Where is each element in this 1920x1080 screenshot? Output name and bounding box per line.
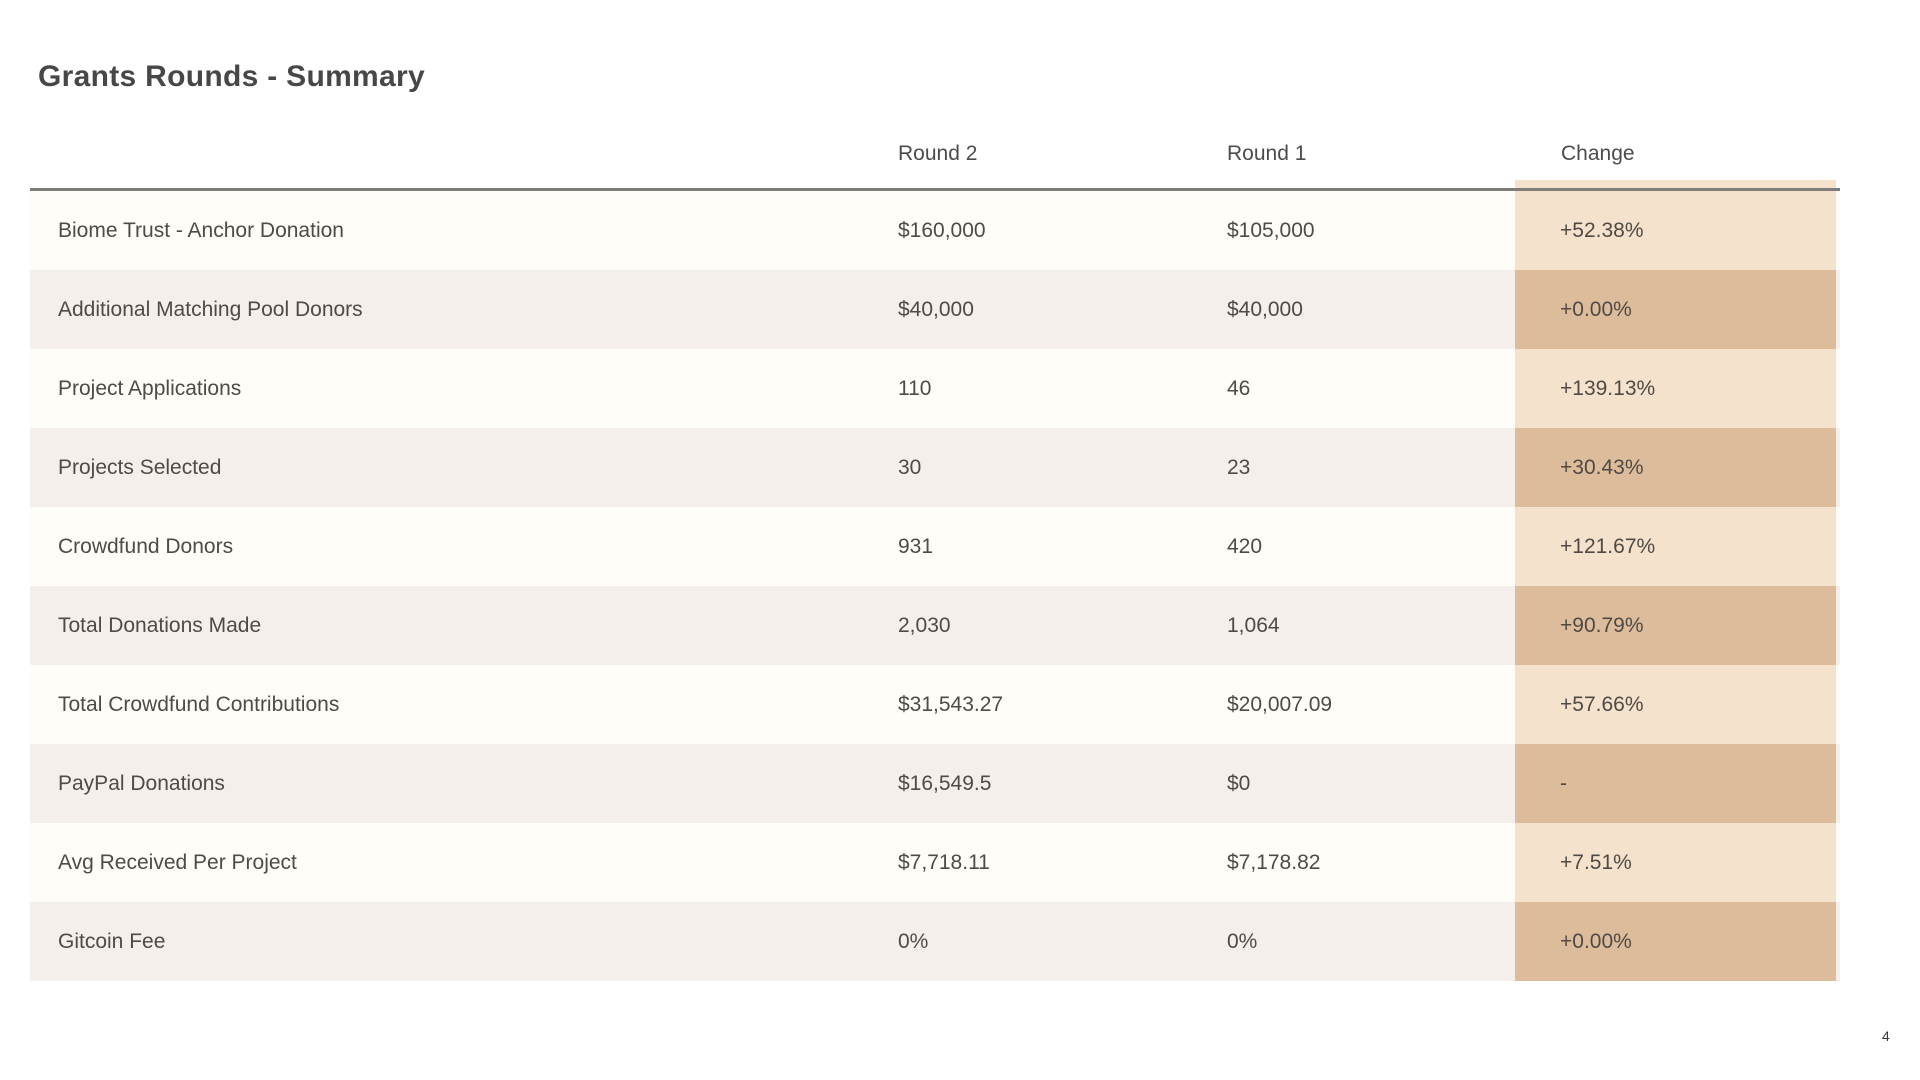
table-row: Total Crowdfund Contributions $31,543.27 $… — [30, 665, 1840, 744]
change-value: +90.79% — [1515, 586, 1836, 665]
header-divider — [30, 188, 1840, 191]
round2-value: 30 — [898, 455, 922, 479]
change-value: +52.38% — [1515, 191, 1836, 270]
page-number: 4 — [1882, 1028, 1890, 1044]
table-row: Avg Received Per Project $7,718.11 $7,178.… — [30, 823, 1840, 902]
row-label: Project Applications — [58, 376, 242, 400]
change-column-header-highlight — [1515, 180, 1836, 188]
row-label: Projects Selected — [58, 455, 222, 479]
change-value: +7.51% — [1515, 823, 1836, 902]
change-value: +30.43% — [1515, 428, 1836, 507]
row-label: Crowdfund Donors — [58, 534, 234, 558]
round2-value: 931 — [898, 534, 934, 558]
table-header-row: Round 2 Round 1 Change — [30, 120, 1840, 188]
table-body: Biome Trust - Anchor Donation $160,000 $10… — [30, 191, 1840, 981]
row-label: Biome Trust - Anchor Donation — [58, 218, 344, 242]
table-row: Projects Selected 30 23 +30.43% — [30, 428, 1840, 507]
round1-value: 1,064 — [1227, 613, 1280, 637]
row-label: Gitcoin Fee — [58, 929, 166, 953]
round1-value: $40,000 — [1227, 297, 1303, 321]
row-label: Total Crowdfund Contributions — [58, 692, 340, 716]
round2-value: 0% — [898, 929, 929, 953]
table-row: Additional Matching Pool Donors $40,000 $4… — [30, 270, 1840, 349]
round2-value: $40,000 — [898, 297, 974, 321]
column-header-change: Change — [1561, 142, 1635, 165]
table-row: Gitcoin Fee 0% 0% +0.00% — [30, 902, 1840, 981]
round1-value: $105,000 — [1227, 218, 1315, 242]
table-row: Biome Trust - Anchor Donation $160,000 $10… — [30, 191, 1840, 270]
page-title: Grants Rounds - Summary — [38, 60, 425, 93]
column-header-round2: Round 2 — [898, 142, 978, 165]
round1-value: 0% — [1227, 929, 1258, 953]
round1-value: 46 — [1227, 376, 1251, 400]
round2-value: 2,030 — [898, 613, 951, 637]
table-row: Total Donations Made 2,030 1,064 +90.79% — [30, 586, 1840, 665]
round1-value: $7,178.82 — [1227, 850, 1321, 874]
round1-value: $0 — [1227, 771, 1251, 795]
row-label: PayPal Donations — [58, 771, 225, 795]
summary-table: Round 2 Round 1 Change Biome Trust - Anc… — [30, 120, 1840, 981]
change-value: +0.00% — [1515, 270, 1836, 349]
change-value: +0.00% — [1515, 902, 1836, 981]
change-value: +57.66% — [1515, 665, 1836, 744]
table-row: PayPal Donations $16,549.5 $0 - — [30, 744, 1840, 823]
round2-value: $31,543.27 — [898, 692, 1004, 716]
change-value: +139.13% — [1515, 349, 1836, 428]
round2-value: $7,718.11 — [898, 850, 990, 874]
column-header-round1: Round 1 — [1227, 142, 1307, 165]
row-label: Avg Received Per Project — [58, 850, 297, 874]
change-value: - — [1515, 744, 1836, 823]
row-label: Additional Matching Pool Donors — [58, 297, 363, 321]
round2-value: $16,549.5 — [898, 771, 992, 795]
round1-value: $20,007.09 — [1227, 692, 1333, 716]
table-row: Crowdfund Donors 931 420 +121.67% — [30, 507, 1840, 586]
round1-value: 23 — [1227, 455, 1251, 479]
table-row: Project Applications 110 46 +139.13% — [30, 349, 1840, 428]
round2-value: 110 — [898, 376, 932, 400]
row-label: Total Donations Made — [58, 613, 262, 637]
round2-value: $160,000 — [898, 218, 986, 242]
round1-value: 420 — [1227, 534, 1263, 558]
change-value: +121.67% — [1515, 507, 1836, 586]
